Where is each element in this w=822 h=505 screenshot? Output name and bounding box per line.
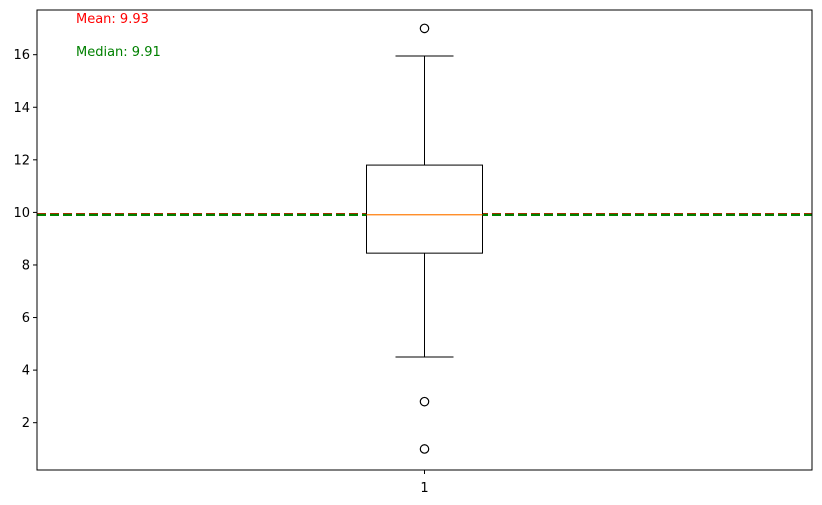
- box-plot: [366, 23, 483, 454]
- reference-lines: [37, 213, 812, 216]
- y-axis: 2 4 6 8 10 12 14 16: [13, 48, 37, 431]
- y-tick-label: 10: [13, 206, 30, 221]
- outlier-point: [419, 23, 430, 34]
- x-axis: 1: [420, 470, 429, 496]
- y-tick-label: 14: [13, 101, 30, 116]
- y-tick-label: 16: [13, 48, 30, 63]
- y-tick-label: 6: [22, 311, 30, 326]
- interquartile-box: [366, 164, 483, 254]
- outlier-point: [419, 396, 430, 407]
- axes-frame: [36, 9, 813, 471]
- outlier-points: [419, 23, 430, 454]
- median-annotation: Median: 9.91: [76, 45, 161, 60]
- mean-annotation: Mean: 9.93: [76, 12, 149, 27]
- y-tick-label: 12: [13, 153, 30, 168]
- y-tick-label: 4: [22, 364, 30, 379]
- outlier-point: [419, 444, 430, 454]
- y-tick-label: 8: [22, 258, 30, 273]
- x-tick-label: 1: [420, 481, 428, 496]
- y-tick-label: 2: [22, 416, 30, 431]
